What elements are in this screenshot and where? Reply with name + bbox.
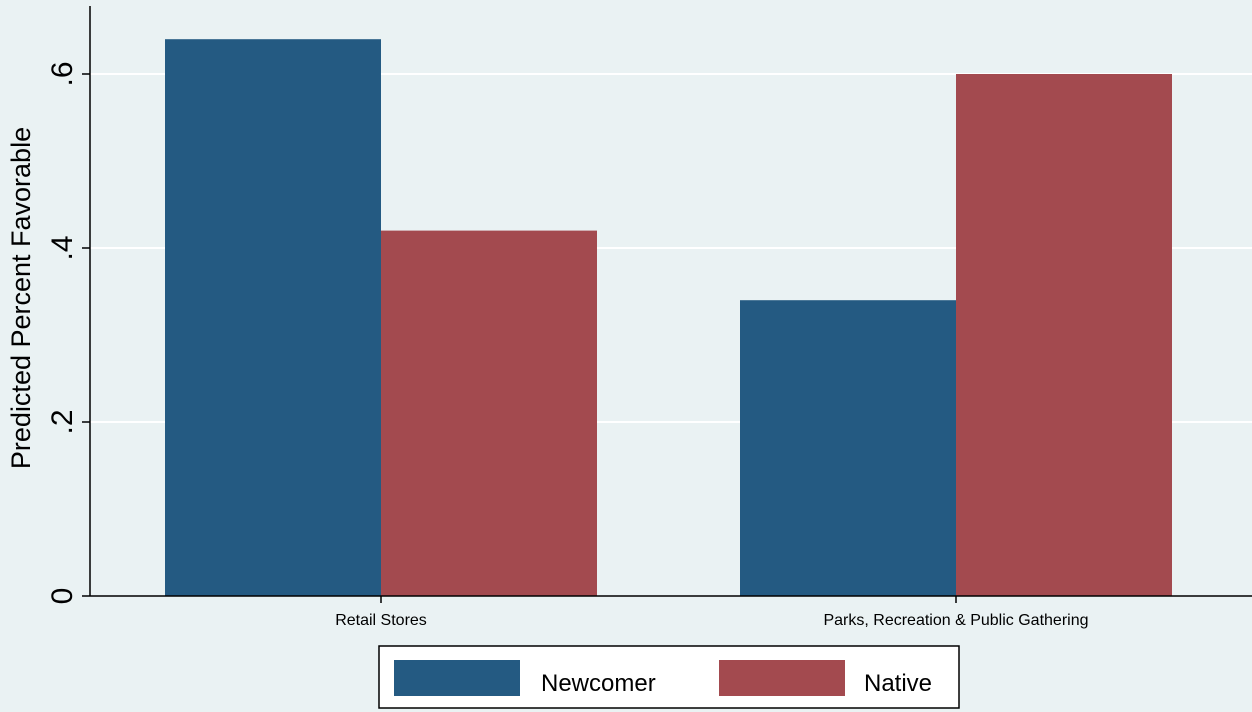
bar-newcomer-0 [165,39,381,596]
bar-native-0 [381,230,597,596]
x-category-label: Parks, Recreation & Public Gathering [823,612,1088,629]
x-category-label: Retail Stores [335,612,427,629]
legend: Newcomer Native [378,645,960,709]
legend-label-newcomer: Newcomer [541,670,656,697]
x-category-labels: Retail Stores Parks, Recreation & Public … [335,596,1089,629]
legend-swatch-native [719,660,845,696]
y-tick-label: 0 [46,588,79,605]
y-tick-label: .4 [46,235,79,260]
bar-newcomer-1 [740,300,956,596]
y-axis-title: Predicted Percent Favorable [6,127,36,469]
legend-swatch-newcomer [394,660,520,696]
y-ticks: 0 .2 .4 .6 [46,61,90,604]
legend-label-native: Native [864,670,932,697]
y-tick-label: .6 [46,61,79,86]
bars [165,39,1172,596]
bar-native-1 [956,74,1172,596]
y-tick-label: .2 [46,409,79,434]
